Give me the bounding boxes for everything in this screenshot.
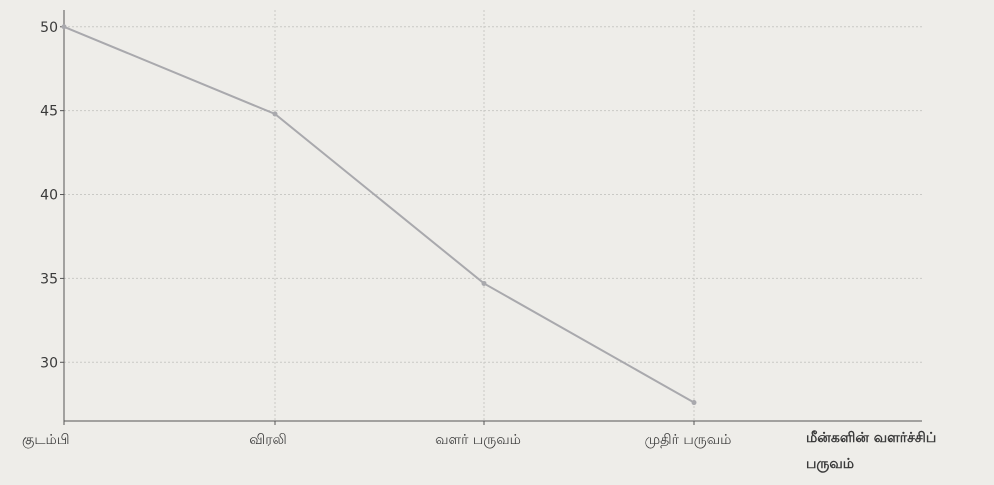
data-point-0-0 (61, 24, 67, 30)
y-tick-label-2: 40 (40, 188, 58, 204)
series-line-0 (63, 25, 695, 404)
y-tick-label-1: 35 (40, 271, 58, 287)
data-point-0-1 (272, 111, 278, 117)
x-axis-label-line-2: பருவம் (806, 456, 854, 472)
x-tick-label-0: குடம்பி (22, 432, 70, 449)
x-axis-label-line-1: மீன்களின் வளர்ச்சிப் (806, 430, 936, 446)
data-point-0-2 (481, 280, 487, 286)
grid-lines (63, 10, 922, 421)
x-tick-label-2: வளர் பருவம் (435, 432, 521, 448)
axes (60, 10, 922, 425)
y-tick-labels: 30 35 40 45 50 (40, 20, 58, 372)
x-tick-label-1: விரலி (249, 432, 286, 448)
y-tick-label-3: 45 (40, 104, 58, 120)
x-tick-label-3: முதிர் பருவம் (645, 432, 732, 448)
x-tick-labels: குடம்பி விரலி வளர் பருவம் முதிர் பருவம் (22, 432, 731, 449)
y-tick-label-0: 30 (40, 355, 58, 371)
y-tick-label-4: 50 (40, 20, 58, 36)
data-point-0-3 (691, 400, 697, 406)
series-layer (61, 24, 697, 406)
